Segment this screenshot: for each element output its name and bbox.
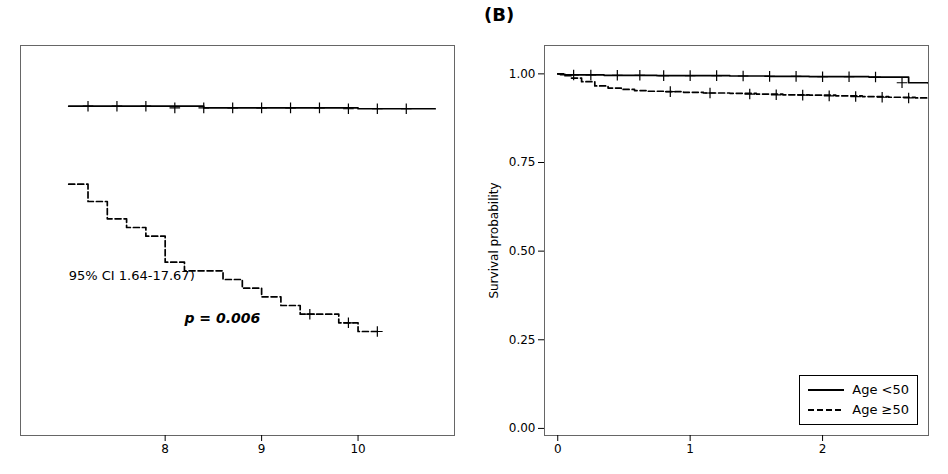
html-text:(B): (B) <box>484 4 515 25</box>
svg-text:8: 8 <box>161 442 169 456</box>
svg-text:1: 1 <box>686 442 694 456</box>
html-text:Age ≥50: Age ≥50 <box>852 402 909 417</box>
svg-text:0.75: 0.75 <box>509 155 536 169</box>
svg-text:p = 0.006: p = 0.006 <box>183 310 260 326</box>
svg-text:9: 9 <box>258 442 266 456</box>
svg-text:1.00: 1.00 <box>509 67 536 81</box>
svg-text:Survival probability: Survival probability <box>487 182 501 298</box>
html-text:Age <50: Age <50 <box>852 382 909 397</box>
svg-text:10: 10 <box>350 442 365 456</box>
svg-text:0.25: 0.25 <box>509 333 536 347</box>
svg-text:2: 2 <box>819 442 827 456</box>
svg-text:0.00: 0.00 <box>509 421 536 435</box>
svg-text:0: 0 <box>554 442 562 456</box>
svg-text:95% CI 1.64-17.67): 95% CI 1.64-17.67) <box>69 268 195 283</box>
svg-text:0.50: 0.50 <box>509 244 536 258</box>
